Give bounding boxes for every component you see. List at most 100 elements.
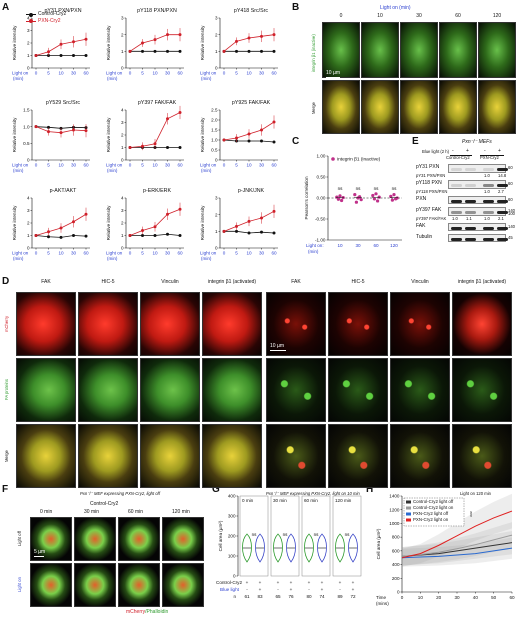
ratio-value: 1.0 [484,173,490,178]
data-point [390,198,394,202]
micrograph-left [16,358,76,422]
y-axis-label: Relative intensity [200,25,205,60]
y-tick-label: 4 [121,196,124,201]
data-point [47,230,50,234]
panel-f-title: Control-Cry2 [90,501,119,507]
data-point [47,130,50,134]
x-tick-label: 60 [177,71,183,76]
mw-label: 60 [508,197,513,202]
x-tick-label: 60 [509,595,515,600]
group-box [301,495,331,577]
light-on-label: Light on [106,163,123,168]
data-point [272,140,276,144]
micrograph-right [328,358,388,422]
data-point [153,225,157,229]
x-tick-label: 10 [152,163,158,168]
x-tick-label: 30 [71,251,77,256]
scale-bar [34,556,44,557]
data-point [59,54,63,57]
mw-label: 45 [508,235,513,240]
violin [255,533,265,563]
data-point [336,197,340,201]
data-point [84,54,88,57]
y-tick-label: 1.5 [23,108,30,113]
x-tick-label: 5 [47,71,50,76]
blot-band [465,211,476,214]
light-on-label: Light on [200,71,217,76]
y-tick-label: 3 [121,16,124,21]
y-tick-label: 3 [27,28,30,33]
blot-band [451,199,462,203]
sign-light: - [277,587,279,592]
y-tick-label: 0 [215,246,218,251]
chart-title: pY925 FAK/FAK [232,100,271,106]
group-line [480,155,504,156]
data-point [354,200,358,204]
sign-control: + [321,580,324,585]
time-label: 10 [377,13,383,19]
micrograph-left [202,292,262,356]
x-tick-label: 0 [223,163,226,168]
blot-band [465,237,476,241]
series-line-2 [401,547,513,559]
chart-title: p-ERK/ERK [143,188,171,194]
sign-light: + [290,587,293,592]
x-tick-label: 5 [141,251,144,256]
band-label: FAK [416,223,426,229]
x-tick-label: 0 [35,71,38,76]
y-tick-label: -1.00 [315,238,326,243]
data-point [166,146,169,149]
row-label: Merge [4,450,9,462]
y-tick-label: 800 [392,535,400,540]
y-tick-label: 1200 [389,507,400,512]
x-tick-label: 10 [152,251,158,256]
data-point [84,212,88,216]
legend-label: integrin β1 (inactive) [337,157,381,163]
data-point [166,232,169,236]
significance-label: *** [466,511,472,517]
data-point [128,234,132,237]
time-label: 0 [339,13,343,19]
row-label: mCherry [4,315,9,333]
x-axis-label: Time [376,595,386,600]
light-on-label: Light on: [306,243,324,248]
blot-band [451,237,462,241]
micrograph-off [30,517,72,561]
micrograph-right [328,424,388,488]
series-line-3 [401,510,513,559]
sign-control: + [259,580,262,585]
blot-band [483,184,494,187]
data-point [272,120,276,124]
blot-band [451,168,462,171]
data-point [72,54,75,57]
y-tick-label: 4 [121,108,124,113]
sign-control: + [308,580,311,585]
data-point [272,231,276,235]
panel-letter-f: F [2,484,9,495]
x-tick-label: 30 [71,163,77,168]
light-on-label: Light on [106,71,123,76]
chart-title: pY31 PXN/PXN [44,8,81,14]
data-point [141,41,144,45]
ns-label: ns [252,532,258,537]
y-tick-label: 300 [228,514,236,519]
line-chart-svg: pY529 Src/Src 0 0.5 1.0 1.5 Relative intensit… [12,100,90,173]
x-tick-label: 0 [129,251,132,256]
time-label: 30 min [84,509,100,515]
data-point [59,235,63,239]
data-point [272,33,276,37]
legend-swatch [406,512,411,516]
blot-band [465,184,476,187]
ratio-value: 14.8 [498,173,507,178]
panel-b-row1-label: integrin β1 (inactive) [311,34,316,72]
y-tick-label: 200 [228,534,236,539]
lane-sign: + [498,148,501,154]
x-tick-label: 0 [223,71,226,76]
x-tick-label: 60 [83,71,89,76]
min-label: (min) [13,256,24,261]
data-point [59,42,63,46]
micrograph-left [16,292,76,356]
n-value: 74 [319,594,325,599]
y-axis-label: Relative intensity [12,117,17,152]
data-point [59,226,63,230]
